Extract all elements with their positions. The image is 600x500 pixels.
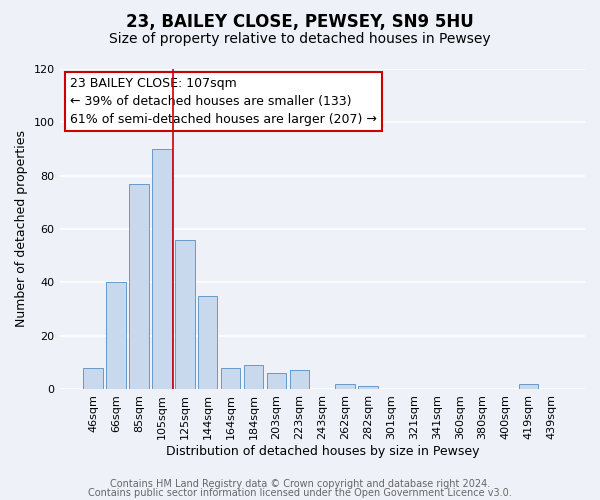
Text: Contains HM Land Registry data © Crown copyright and database right 2024.: Contains HM Land Registry data © Crown c… <box>110 479 490 489</box>
Bar <box>244 365 263 389</box>
Bar <box>198 296 217 389</box>
Bar <box>106 282 126 389</box>
Text: 23 BAILEY CLOSE: 107sqm
← 39% of detached houses are smaller (133)
61% of semi-d: 23 BAILEY CLOSE: 107sqm ← 39% of detache… <box>70 77 377 126</box>
Bar <box>358 386 378 389</box>
Bar <box>519 384 538 389</box>
Y-axis label: Number of detached properties: Number of detached properties <box>15 130 28 328</box>
Bar <box>267 373 286 389</box>
Bar <box>290 370 309 389</box>
Text: Contains public sector information licensed under the Open Government Licence v3: Contains public sector information licen… <box>88 488 512 498</box>
X-axis label: Distribution of detached houses by size in Pewsey: Distribution of detached houses by size … <box>166 444 479 458</box>
Bar <box>175 240 194 389</box>
Bar <box>335 384 355 389</box>
Bar <box>152 149 172 389</box>
Bar <box>221 368 241 389</box>
Bar <box>129 184 149 389</box>
Bar <box>83 368 103 389</box>
Text: 23, BAILEY CLOSE, PEWSEY, SN9 5HU: 23, BAILEY CLOSE, PEWSEY, SN9 5HU <box>126 12 474 30</box>
Text: Size of property relative to detached houses in Pewsey: Size of property relative to detached ho… <box>109 32 491 46</box>
